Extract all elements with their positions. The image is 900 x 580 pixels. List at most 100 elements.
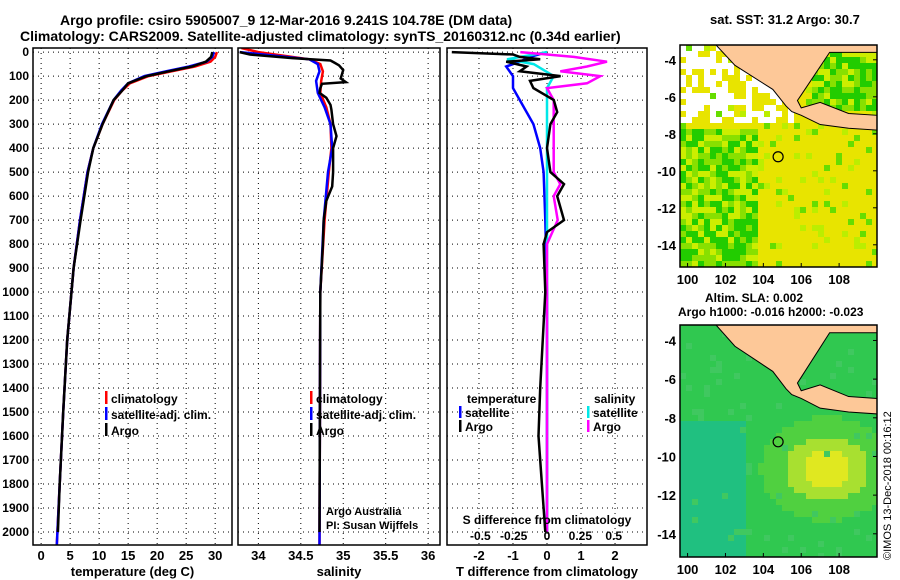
map-cell [728,487,734,493]
map-cell [776,493,782,499]
map-cell [710,99,716,105]
map-cell [824,439,830,445]
lat-tick-label: -14 [657,527,677,542]
map-cell [854,153,860,159]
map-cell [836,195,842,201]
map-cell [812,457,818,463]
map-cell [728,171,734,177]
map-cell [728,159,734,165]
map-cell [740,141,746,147]
map-cell [842,249,848,255]
map-cell [716,499,722,505]
map-cell [866,337,872,343]
map-cell [812,219,818,225]
map-cell [698,325,704,331]
map-cell [830,379,836,385]
map-cell [854,207,860,213]
map-cell [812,445,818,451]
map-cell [710,237,716,243]
map-cell [872,171,877,177]
map-cell [686,183,692,189]
map-cell [830,129,836,135]
map-cell [818,487,824,493]
map-cell [764,207,770,213]
map-cell [740,361,746,367]
map-cell [788,117,794,123]
map-cell [716,147,722,153]
map-cell [788,141,794,147]
map-cell [758,249,764,255]
map-cell [872,225,877,231]
map-cell [734,505,740,511]
map-cell [854,499,860,505]
map-cell [830,457,836,463]
map-cell [806,99,812,105]
map-cell [854,99,860,105]
map-cell [716,331,722,337]
map-cell [836,469,842,475]
map-cell [698,451,704,457]
map-cell [788,493,794,499]
map-cell [740,165,746,171]
map-cell [824,99,830,105]
map-cell [782,439,788,445]
map-cell [770,445,776,451]
map-cell [740,427,746,433]
map-cell [722,219,728,225]
map-cell [734,249,740,255]
map-cell [800,171,806,177]
map-cell [740,219,746,225]
map-cell [770,237,776,243]
map-cell [698,391,704,397]
map-cell [830,373,836,379]
map-cell [698,123,704,129]
map-cell [770,201,776,207]
map-cell [866,415,872,421]
map-cell [710,325,716,331]
map-cell [830,261,836,267]
map-cell [818,123,824,129]
map-cell [800,147,806,153]
map-cell [866,343,872,349]
map-cell [794,481,800,487]
map-cell [680,373,686,379]
map-cell [836,99,842,105]
map-cell [740,195,746,201]
map-cell [806,159,812,165]
map-cell [872,547,877,553]
map-cell [866,475,872,481]
map-cell [854,511,860,517]
map-cell [842,535,848,541]
map-cell [698,87,704,93]
map-cell [734,207,740,213]
argo-position-marker [772,151,784,163]
map-cell [794,535,800,541]
map-cell [686,111,692,117]
y-tick-label: 200 [9,93,29,107]
map-cell [782,403,788,409]
map-cell [758,87,764,93]
map-cell [764,135,770,141]
map-cell [836,201,842,207]
map-cell [830,529,836,535]
legend-label: satellite [465,406,510,420]
map-cell [812,553,818,557]
map-cell [686,385,692,391]
map-cell [770,219,776,225]
map-cell [740,117,746,123]
y-tick-label: 1900 [2,501,29,515]
map-cell [704,349,710,355]
map-cell [776,463,782,469]
map-cell [806,481,812,487]
map-cell [704,493,710,499]
map-cell [866,165,872,171]
map-cell [698,63,704,69]
map-cell [824,81,830,87]
map-cell [824,219,830,225]
map-cell [728,463,734,469]
map-cell [728,129,734,135]
map-cell [848,445,854,451]
map-cell [746,243,752,249]
map-cell [734,367,740,373]
map-cell [842,469,848,475]
